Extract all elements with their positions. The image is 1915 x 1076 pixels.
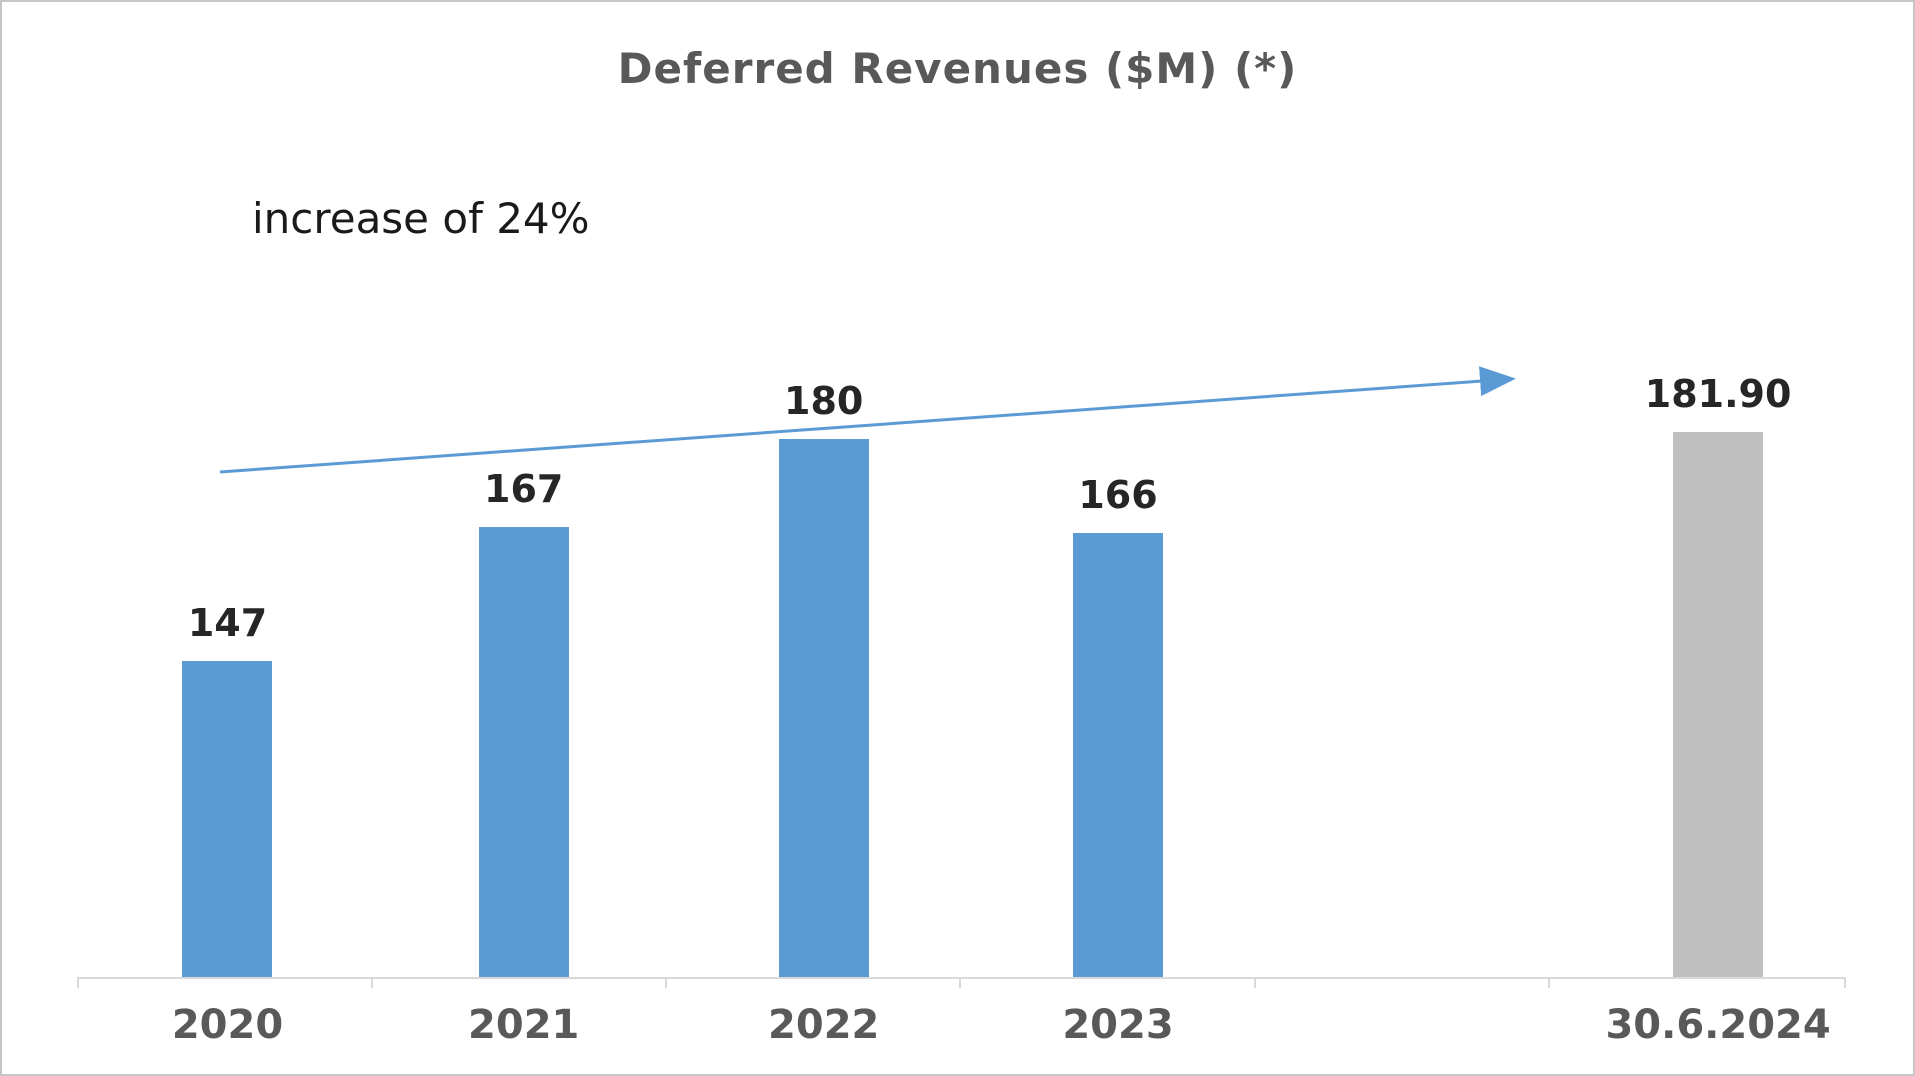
bar xyxy=(182,661,273,977)
bar-group: 181.90 xyxy=(1618,372,1818,977)
x-axis-tick xyxy=(665,977,668,988)
x-axis-label: 2021 xyxy=(468,1002,580,1048)
bar-group: 147 xyxy=(127,372,327,977)
bar-value-label: 147 xyxy=(187,601,268,645)
bar-value-label: 181.90 xyxy=(1644,372,1792,416)
bar-group: 166 xyxy=(1018,372,1218,977)
x-axis-label: 2023 xyxy=(1062,1002,1174,1048)
x-axis-label: 30.6.2024 xyxy=(1605,1002,1831,1048)
bar xyxy=(1073,533,1164,977)
x-axis-label: 2020 xyxy=(171,1002,284,1048)
bar-value-label: 180 xyxy=(784,379,864,423)
x-axis-tick xyxy=(1844,977,1847,988)
bar xyxy=(1673,432,1764,977)
plot-area: 147 167 180 166 181.90 xyxy=(2,372,1913,977)
bar-group: 180 xyxy=(724,372,924,977)
bar xyxy=(478,527,569,977)
bar-group: 167 xyxy=(424,372,624,977)
bar-value-label: 166 xyxy=(1078,473,1158,517)
x-axis-tick xyxy=(76,977,79,988)
increase-annotation: increase of 24% xyxy=(252,194,590,243)
x-axis-tick xyxy=(959,977,962,988)
x-axis-tick xyxy=(370,977,373,988)
x-axis-tick xyxy=(1253,977,1256,988)
x-axis-label: 2022 xyxy=(768,1002,880,1048)
chart-title: Deferred Revenues ($M) (*) xyxy=(617,44,1298,93)
x-axis-tick xyxy=(1547,977,1550,988)
bar xyxy=(778,439,869,977)
bar-value-label: 167 xyxy=(484,467,564,511)
